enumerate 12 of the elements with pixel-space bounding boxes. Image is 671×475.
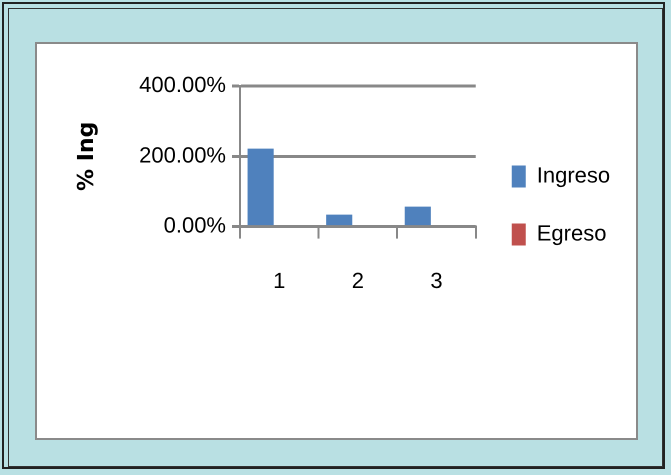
x-tick-label: 2 — [352, 268, 364, 293]
y-tick-label: 0.00% — [164, 212, 226, 238]
y-tick-label: 400.00% — [139, 72, 226, 98]
bar — [404, 206, 431, 226]
legend-label: Ingreso — [536, 162, 610, 188]
bar — [248, 148, 274, 226]
y-axis-title: % Ing — [74, 122, 99, 191]
x-tick-label: 1 — [273, 268, 286, 293]
x-tick-label: 3 — [430, 268, 443, 293]
y-tick-label: 200.00% — [139, 142, 226, 168]
legend-label: Egreso — [536, 220, 606, 246]
bar — [326, 214, 352, 226]
